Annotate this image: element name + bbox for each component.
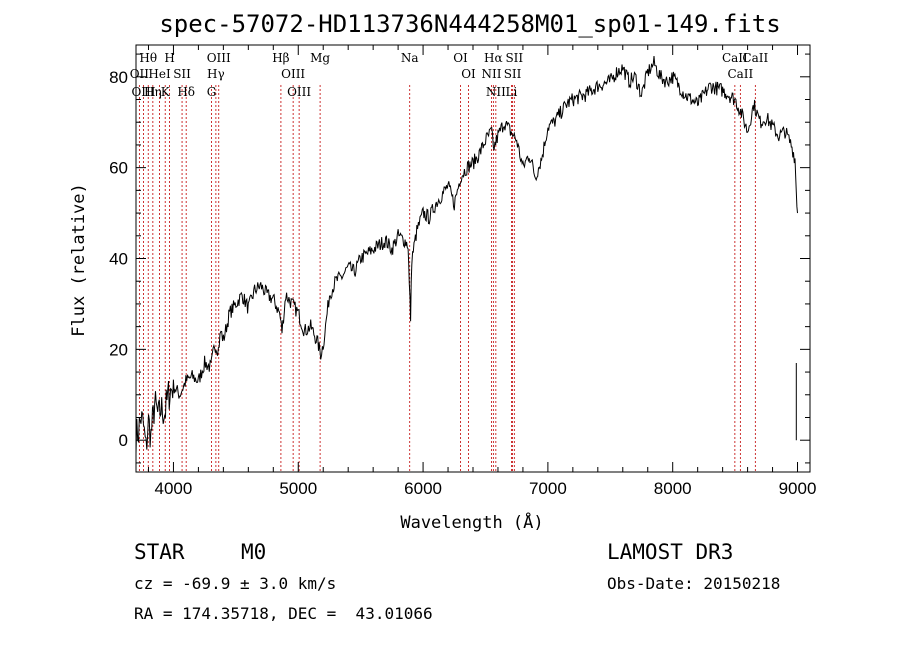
y-tick-label: 0 bbox=[119, 431, 128, 450]
emission-line-label: Hβ bbox=[272, 51, 289, 65]
emission-line-label: G bbox=[207, 85, 217, 99]
emission-line-label: Hθ bbox=[139, 51, 157, 65]
chart-title: spec-57072-HD113736N444258M01_sp01-149.f… bbox=[159, 10, 780, 38]
emission-line-label: CaII bbox=[722, 51, 748, 65]
emission-line-label: Mg bbox=[310, 51, 330, 65]
emission-line-label: Hα bbox=[484, 51, 503, 65]
emission-line-label: H bbox=[164, 51, 174, 65]
coordinates: RA = 174.35718, DEC = 43.01066 bbox=[134, 604, 433, 623]
x-tick-label: 9000 bbox=[779, 479, 817, 498]
y-tick-label: 20 bbox=[109, 340, 128, 359]
x-axis-ticks: 4000 5000 6000 7000 8000 9000 bbox=[147, 45, 817, 498]
spectrum-line bbox=[135, 56, 798, 454]
emission-line-label: Hη bbox=[144, 85, 162, 99]
emission-line-label: OIII bbox=[281, 67, 305, 81]
y-tick-label: 40 bbox=[109, 250, 128, 269]
emission-line-label: Hδ bbox=[177, 85, 195, 99]
redshift-velocity: cz = -69.9 ± 3.0 km/s bbox=[134, 574, 337, 593]
emission-line-label: Na bbox=[401, 51, 419, 65]
emission-line-label: OI bbox=[461, 67, 476, 81]
object-class: STAR bbox=[134, 540, 185, 564]
x-tick-label: 7000 bbox=[529, 479, 567, 498]
emission-line-label: SII bbox=[504, 67, 522, 81]
object-subclass: M0 bbox=[241, 540, 267, 564]
survey-name: LAMOST DR3 bbox=[607, 540, 734, 564]
observation-date: Obs-Date: 20150218 bbox=[607, 574, 781, 593]
emission-line-label: OIII bbox=[131, 85, 155, 99]
emission-line-label: OI bbox=[453, 51, 468, 65]
y-axis-ticks: 0 20 40 60 80 bbox=[109, 53, 810, 464]
x-axis-label: Wavelength (Å) bbox=[400, 511, 543, 533]
plot-frame bbox=[135, 44, 811, 473]
emission-line-label: K bbox=[161, 85, 171, 99]
emission-line-label: CaII bbox=[742, 51, 768, 65]
emission-line-label: CaII bbox=[727, 67, 753, 81]
emission-line-label: OIII bbox=[207, 51, 231, 65]
emission-line-label: HeI bbox=[148, 67, 171, 81]
emission-line-label: Li bbox=[506, 85, 518, 99]
x-tick-label: 8000 bbox=[654, 479, 692, 498]
y-axis-label: Flux (relative) bbox=[69, 183, 89, 337]
y-tick-label: 80 bbox=[109, 68, 128, 87]
y-tick-label: 60 bbox=[109, 159, 128, 178]
emission-line-label: SII bbox=[173, 67, 191, 81]
emission-line-markers bbox=[138, 85, 756, 472]
x-tick-label: 6000 bbox=[404, 479, 442, 498]
emission-line-label: SII bbox=[505, 51, 523, 65]
x-tick-label: 4000 bbox=[155, 479, 193, 498]
emission-line-label: NII bbox=[486, 85, 506, 99]
emission-line-label: Hγ bbox=[207, 67, 225, 81]
emission-line-label: OIII bbox=[287, 85, 311, 99]
emission-line-label: NII bbox=[481, 67, 501, 81]
emission-line-label: OII bbox=[130, 67, 150, 81]
x-tick-label: 5000 bbox=[279, 479, 317, 498]
emission-line-labels: Hθ OII OIII HeI Hη K H SII Hδ OIII Hγ G Hβ OIII OIII Mg… bbox=[130, 51, 769, 99]
